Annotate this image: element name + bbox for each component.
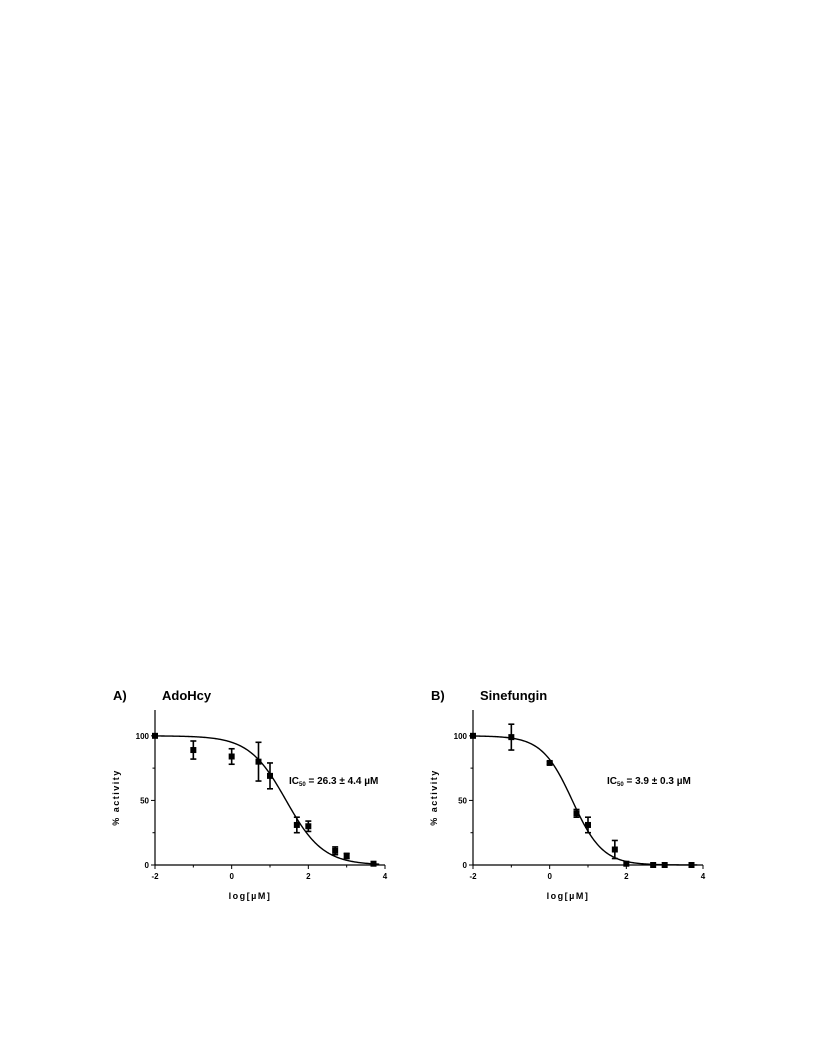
chart-a-data-point xyxy=(267,772,273,779)
chart-a-y-axis-label: % activity xyxy=(111,769,121,826)
chart-a-data-point xyxy=(228,753,235,760)
chart-a-data-point xyxy=(255,758,262,765)
chart-b-ic50-prefix: IC xyxy=(607,776,617,787)
chart-a-title: AdoHcy xyxy=(162,688,212,703)
chart-b-data-point xyxy=(611,846,618,853)
chart-a-y-tick-label: 50 xyxy=(140,796,149,805)
chart-b-data-point xyxy=(688,862,695,868)
chart-b-data-point xyxy=(661,862,668,868)
chart-b-y-tick-label: 50 xyxy=(458,796,467,805)
chart-b-ic50-annotation: IC50 = 3.9 ± 0.3 µM xyxy=(607,776,691,788)
chart-b-title: Sinefungin xyxy=(480,688,547,703)
chart-b-data-point xyxy=(546,759,553,766)
chart-b-ic50-subscript: 50 xyxy=(617,782,624,788)
chart-a-data-point xyxy=(190,747,197,754)
chart-b-x-tick-label: 0 xyxy=(547,872,552,881)
chart-a-y-tick-label: 100 xyxy=(136,732,150,741)
chart-a-data-point xyxy=(332,847,339,854)
chart-b-y-tick-label: 0 xyxy=(463,861,468,870)
chart-b-data-point xyxy=(508,734,515,741)
chart-a-ic50-subscript: 50 xyxy=(299,782,306,788)
chart-b-x-tick-label: 2 xyxy=(624,872,629,881)
chart-b-x-tick-label: -2 xyxy=(469,872,477,881)
chart-b-data-point xyxy=(470,732,476,739)
chart-a-data-point xyxy=(343,852,350,859)
chart-a-x-tick-label: 2 xyxy=(306,872,311,881)
chart-panel-b: B) Sinefungin -2 0 2 4 0 50 100 log[µM]% activity… xyxy=(423,680,723,910)
chart-b-panel-letter: B) xyxy=(431,688,445,703)
chart-a-ic50-value: = 26.3 ± 4.4 µM xyxy=(306,776,379,787)
chart-b-data-point xyxy=(650,862,657,868)
chart-a-panel-letter: A) xyxy=(113,688,127,703)
chart-a-y-tick-label: 0 xyxy=(145,861,150,870)
chart-b-fit-curve xyxy=(472,735,698,866)
chart-b-data-point xyxy=(623,860,630,867)
chart-a-ic50-prefix: IC xyxy=(289,776,299,787)
chart-a-fit-curve xyxy=(154,735,380,865)
chart-a-data-point xyxy=(305,823,312,830)
chart-a-x-tick-label: -2 xyxy=(151,872,159,881)
chart-b-x-tick-label: 4 xyxy=(701,872,706,881)
chart-a-data-point xyxy=(370,860,377,867)
chart-b-data-point xyxy=(573,810,580,817)
chart-b-data-point xyxy=(585,821,591,828)
chart-panel-a: A) AdoHcy -2 0 2 4 0 50 100 log[µM]% activity IC50… xyxy=(105,680,405,910)
chart-a-ic50-annotation: IC50 = 26.3 ± 4.4 µM xyxy=(289,776,378,788)
chart-a-x-axis-label: log[µM] xyxy=(229,891,272,901)
chart-b-ic50-value: = 3.9 ± 0.3 µM xyxy=(624,776,691,787)
chart-b-x-axis-label: log[µM] xyxy=(547,891,590,901)
chart-b-y-axis-label: % activity xyxy=(429,769,439,826)
chart-a-data-point xyxy=(293,821,300,828)
chart-b-y-tick-label: 100 xyxy=(454,732,468,741)
chart-a-x-tick-label: 0 xyxy=(229,872,234,881)
chart-a-data-point xyxy=(152,732,158,739)
chart-a-x-tick-label: 4 xyxy=(383,872,388,881)
